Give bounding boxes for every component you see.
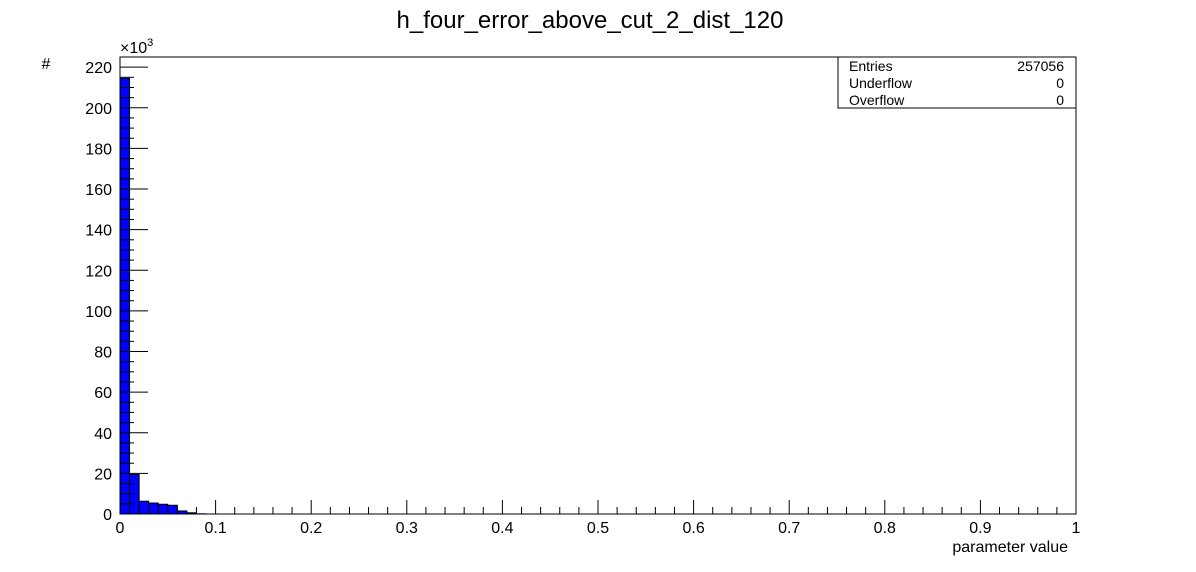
y-tick-label: 0 — [103, 507, 112, 524]
histogram-bar — [119, 77, 131, 515]
bars-group — [119, 77, 207, 515]
histogram-bar — [157, 503, 169, 515]
y-tick-label: 20 — [94, 466, 112, 483]
y-multiplier-base: ×10 — [120, 40, 147, 57]
y-tick-label: 60 — [94, 385, 112, 402]
y-tick-label: 120 — [85, 263, 112, 280]
x-tick-label: 0.7 — [778, 520, 800, 537]
x-tick-label: 0 — [116, 520, 125, 537]
stats-overflow-label: Overflow — [849, 92, 905, 108]
x-tick-label: 0.5 — [587, 520, 609, 537]
x-tick-label: 0.3 — [396, 520, 418, 537]
y-axis-label: # — [42, 56, 51, 73]
y-tick-label: 160 — [85, 182, 112, 199]
y-axis: 0 20 40 60 80 100 120 140 160 180 200 220 — [85, 56, 148, 524]
x-tick-label: 0.2 — [300, 520, 322, 537]
chart-title: h_four_error_above_cut_2_dist_120 — [397, 7, 784, 34]
histogram-bar — [129, 473, 140, 515]
y-multiplier-exponent: 3 — [147, 37, 153, 49]
plot-frame — [119, 56, 1077, 515]
y-tick-label: 180 — [85, 141, 112, 158]
stats-box-frame — [837, 56, 1077, 109]
x-tick-label: 1 — [1072, 520, 1081, 537]
x-tick-label: 0.6 — [682, 520, 704, 537]
stats-box: Entries 257056 Underflow 0 Overflow 0 — [837, 56, 1077, 109]
x-tick-label: 0.8 — [874, 520, 896, 537]
histogram-bar — [148, 502, 159, 515]
stats-underflow-value: 0 — [1056, 75, 1064, 91]
histogram-bar — [167, 504, 178, 515]
x-axis: 0 0.1 0.2 0.3 0.4 0.5 0.6 0.7 0.8 0.9 1 — [116, 500, 1081, 537]
x-tick-label: 0.4 — [491, 520, 513, 537]
y-tick-label: 140 — [85, 223, 112, 240]
y-multiplier: ×103 — [120, 37, 153, 57]
y-tick-label: 80 — [94, 345, 112, 362]
x-tick-label: 0.9 — [969, 520, 991, 537]
y-tick-label: 100 — [85, 304, 112, 321]
y-tick-label: 200 — [85, 101, 112, 118]
stats-entries-label: Entries — [849, 58, 893, 74]
stats-entries-value: 257056 — [1017, 58, 1064, 74]
x-axis-label: parameter value — [952, 539, 1068, 556]
stats-underflow-label: Underflow — [849, 75, 913, 91]
y-tick-label: 220 — [85, 60, 112, 77]
x-tick-label: 0.1 — [204, 520, 226, 537]
histogram-bar — [138, 500, 150, 515]
stats-overflow-value: 0 — [1056, 92, 1064, 108]
y-tick-label: 40 — [94, 426, 112, 443]
